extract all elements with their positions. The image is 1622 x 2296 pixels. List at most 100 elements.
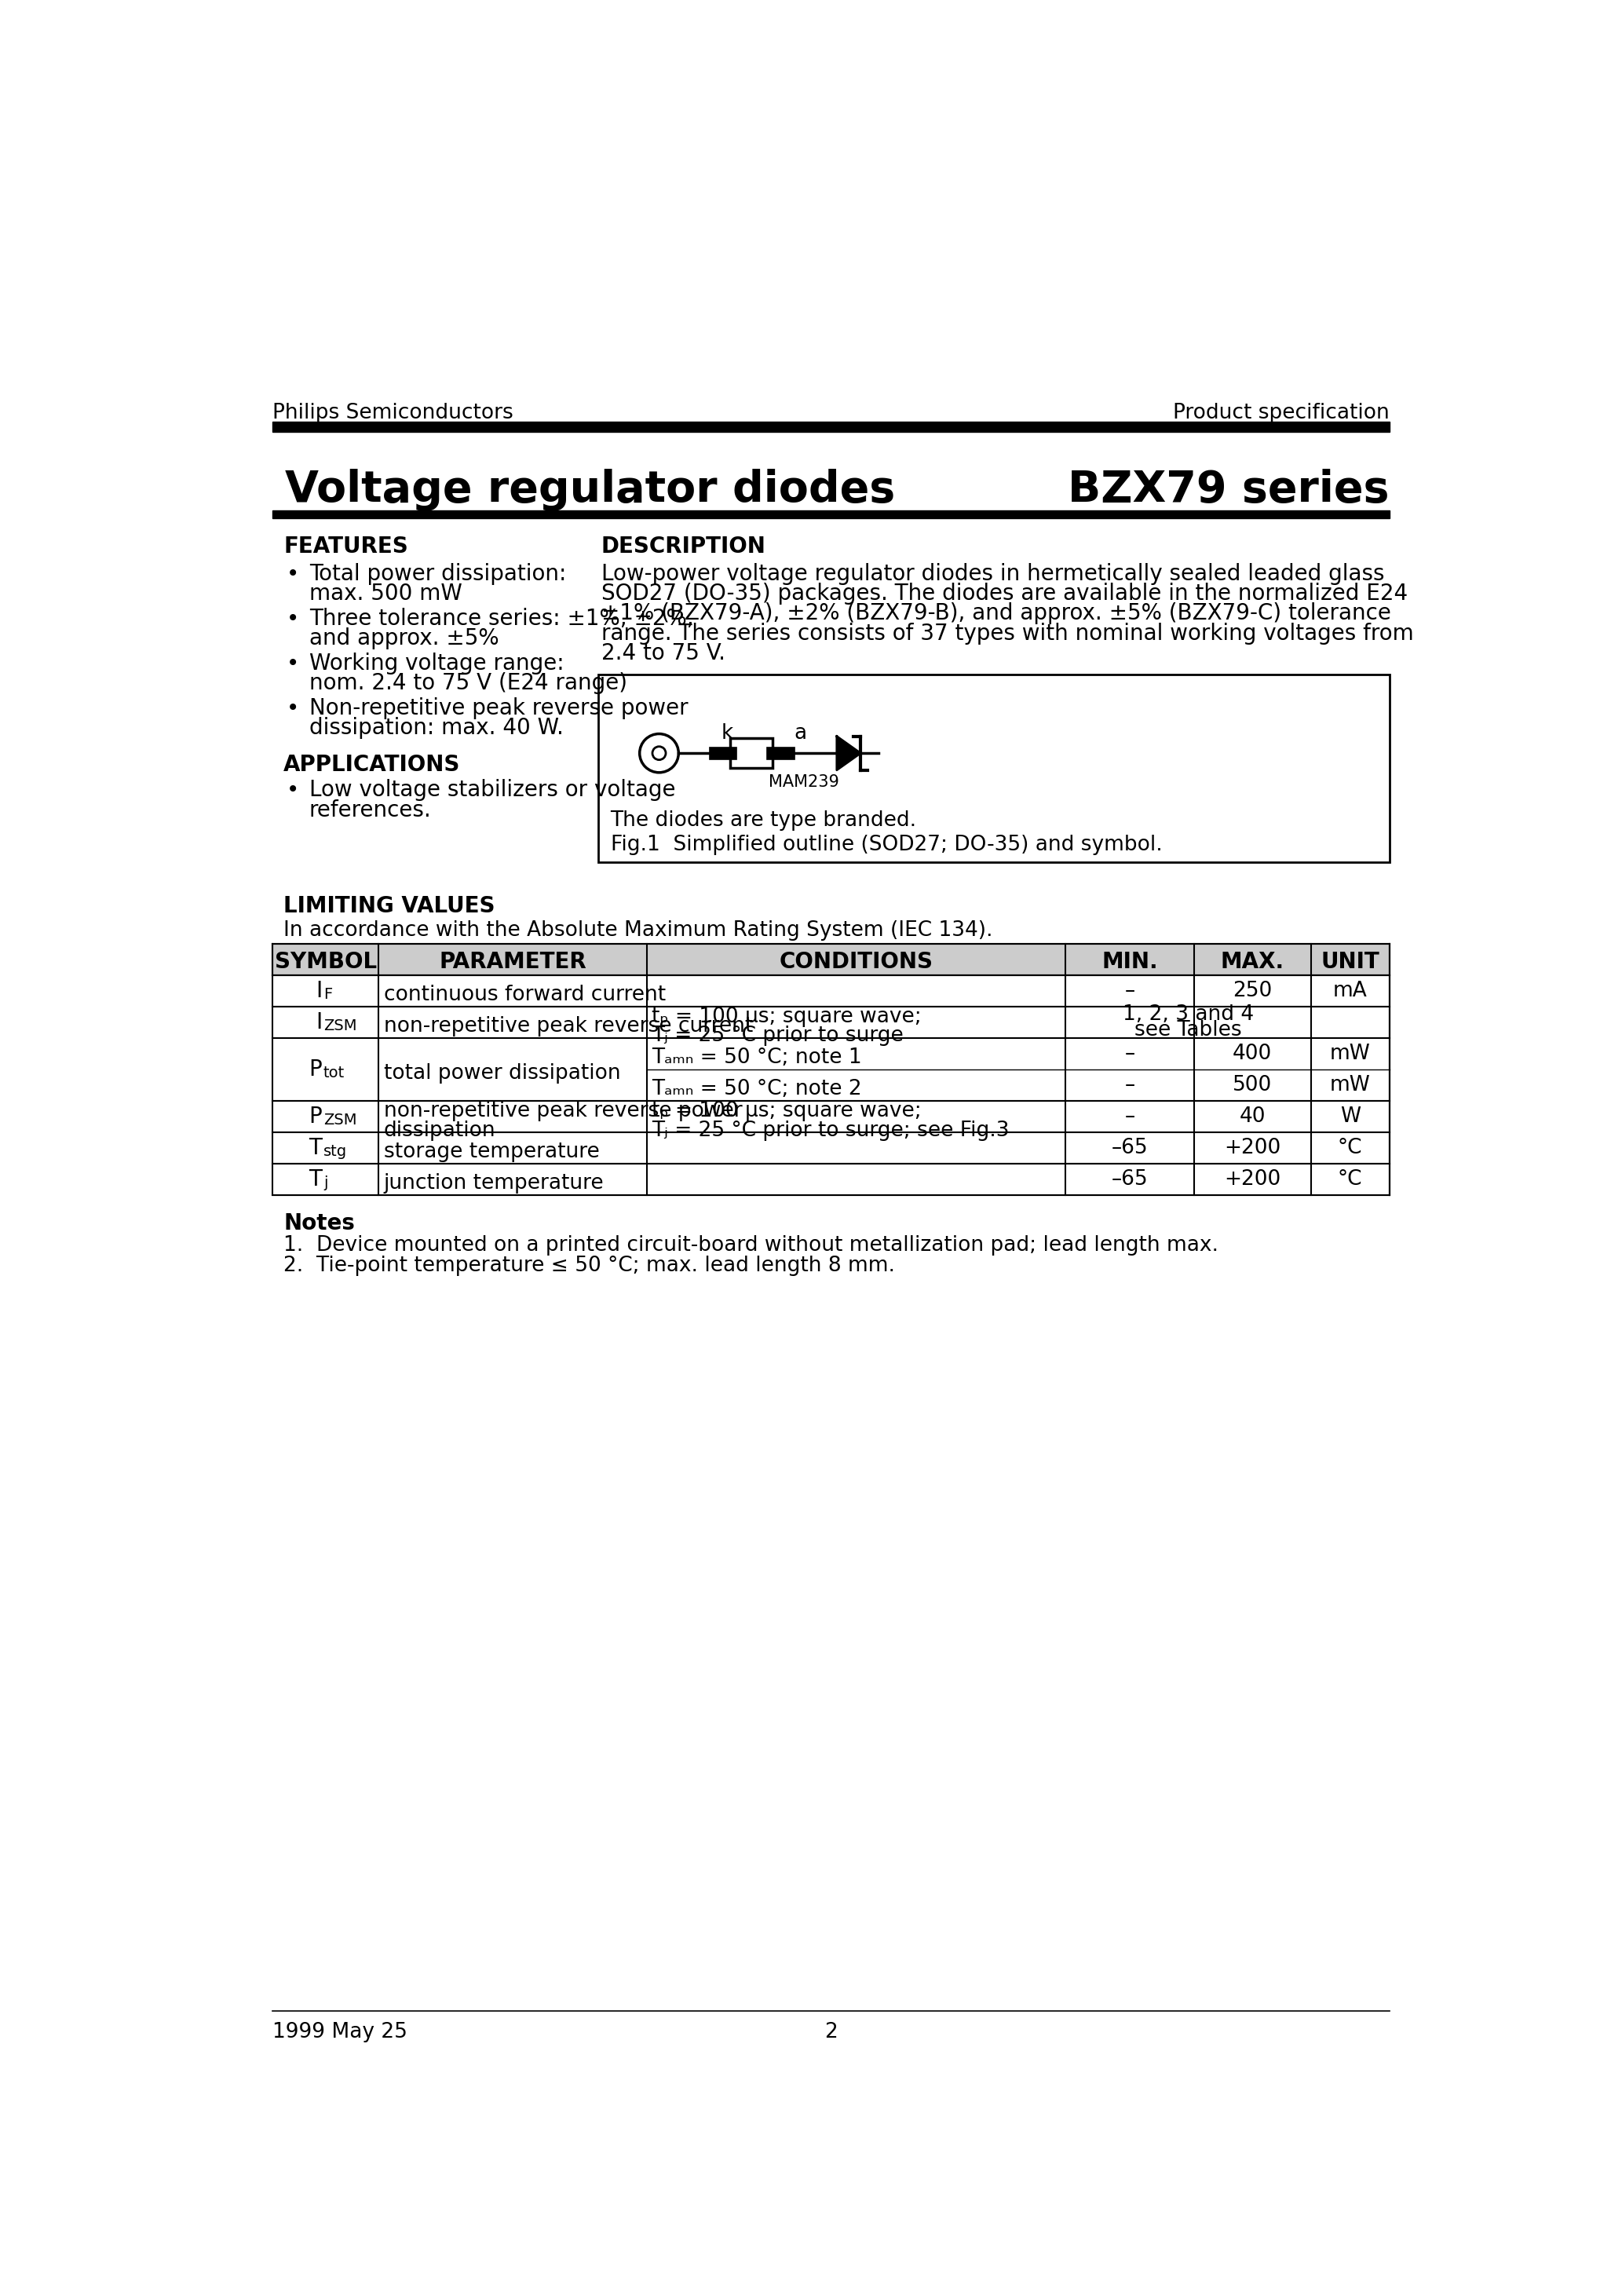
Text: P: P: [308, 1107, 323, 1127]
Bar: [272, 1038, 1388, 1100]
Text: °C: °C: [1338, 1139, 1362, 1157]
Text: k: k: [722, 723, 733, 744]
Bar: [272, 1006, 1388, 1038]
Text: storage temperature: storage temperature: [384, 1141, 600, 1162]
Text: +200: +200: [1225, 1139, 1281, 1157]
Text: MIN.: MIN.: [1101, 951, 1158, 974]
Text: max. 500 mW: max. 500 mW: [310, 583, 462, 604]
Text: T: T: [308, 1137, 323, 1159]
Text: •: •: [287, 608, 300, 629]
Text: SYMBOL: SYMBOL: [274, 951, 376, 974]
Text: I: I: [316, 1010, 323, 1033]
Text: 2: 2: [824, 2023, 837, 2041]
Text: ZSM: ZSM: [323, 1019, 357, 1033]
Text: stg: stg: [323, 1143, 347, 1159]
Text: Total power dissipation:: Total power dissipation:: [310, 563, 566, 585]
Text: LIMITING VALUES: LIMITING VALUES: [284, 895, 495, 916]
Text: mW: mW: [1330, 1075, 1371, 1095]
Text: Non-repetitive peak reverse power: Non-repetitive peak reverse power: [310, 698, 688, 719]
Text: MAX.: MAX.: [1221, 951, 1285, 974]
Text: mW: mW: [1330, 1042, 1371, 1063]
Text: Tⱼ = 25 °C prior to surge; see Fig.3: Tⱼ = 25 °C prior to surge; see Fig.3: [652, 1120, 1009, 1141]
Text: –: –: [1124, 980, 1135, 1001]
Text: –: –: [1124, 1107, 1135, 1127]
Text: FEATURES: FEATURES: [284, 535, 409, 558]
Text: F: F: [323, 987, 333, 1001]
Text: +200: +200: [1225, 1169, 1281, 1189]
Text: mA: mA: [1333, 980, 1367, 1001]
Text: see Tables: see Tables: [1135, 1019, 1242, 1040]
Text: –65: –65: [1111, 1139, 1148, 1157]
Bar: [272, 1132, 1388, 1164]
Text: 400: 400: [1233, 1042, 1272, 1063]
Text: Notes: Notes: [284, 1212, 355, 1233]
Text: I: I: [316, 980, 323, 1001]
Text: tₚ = 100 μs; square wave;: tₚ = 100 μs; square wave;: [652, 1006, 921, 1026]
Bar: [272, 422, 1388, 432]
Bar: [272, 510, 1388, 519]
Text: Low voltage stabilizers or voltage: Low voltage stabilizers or voltage: [310, 778, 675, 801]
Text: references.: references.: [310, 799, 431, 822]
Text: •: •: [287, 563, 300, 585]
Text: total power dissipation: total power dissipation: [384, 1063, 621, 1084]
Text: Product specification: Product specification: [1173, 402, 1388, 422]
Text: In accordance with the Absolute Maximum Rating System (IEC 134).: In accordance with the Absolute Maximum …: [284, 921, 993, 941]
Text: 1.  Device mounted on a printed circuit-board without metallization pad; lead le: 1. Device mounted on a printed circuit-b…: [284, 1235, 1218, 1256]
Text: 1, 2, 3 and 4: 1, 2, 3 and 4: [1122, 1003, 1254, 1024]
Text: •: •: [287, 698, 300, 719]
Text: 2.4 to 75 V.: 2.4 to 75 V.: [602, 643, 725, 664]
Text: tₚ = 100 μs; square wave;: tₚ = 100 μs; square wave;: [652, 1100, 921, 1120]
Text: Working voltage range:: Working voltage range:: [310, 652, 564, 675]
Text: P: P: [308, 1058, 323, 1081]
Text: continuous forward current: continuous forward current: [384, 985, 665, 1006]
Text: Tₐₘₙ = 50 °C; note 1: Tₐₘₙ = 50 °C; note 1: [652, 1047, 861, 1068]
Bar: [1194, 1008, 1195, 1038]
Bar: [272, 944, 1388, 976]
Text: Philips Semiconductors: Philips Semiconductors: [272, 402, 514, 422]
Bar: [272, 976, 1388, 1006]
Text: 2.  Tie-point temperature ≤ 50 °C; max. lead length 8 mm.: 2. Tie-point temperature ≤ 50 °C; max. l…: [284, 1256, 895, 1277]
Polygon shape: [837, 737, 861, 769]
Text: and approx. ±5%: and approx. ±5%: [310, 627, 500, 650]
Text: Three tolerance series: ±1%, ±2%,: Three tolerance series: ±1%, ±2%,: [310, 608, 694, 629]
Bar: [272, 1100, 1388, 1132]
Bar: [272, 1164, 1388, 1196]
Text: PARAMETER: PARAMETER: [440, 951, 587, 974]
Text: tot: tot: [323, 1065, 345, 1081]
Text: dissipation: max. 40 W.: dissipation: max. 40 W.: [310, 716, 563, 739]
Text: W: W: [1340, 1107, 1361, 1127]
Text: ZSM: ZSM: [323, 1114, 357, 1127]
Text: °C: °C: [1338, 1169, 1362, 1189]
Text: a: a: [795, 723, 806, 744]
Text: non-repetitive peak reverse current: non-repetitive peak reverse current: [384, 1017, 753, 1035]
Text: The diodes are type branded.: The diodes are type branded.: [610, 810, 916, 831]
Text: UNIT: UNIT: [1320, 951, 1379, 974]
Text: ±1% (BZX79-A), ±2% (BZX79-B), and approx. ±5% (BZX79-C) tolerance: ±1% (BZX79-A), ±2% (BZX79-B), and approx…: [602, 602, 1392, 625]
Text: Voltage regulator diodes: Voltage regulator diodes: [285, 468, 895, 512]
Text: APPLICATIONS: APPLICATIONS: [284, 753, 461, 776]
Text: 1999 May 25: 1999 May 25: [272, 2023, 407, 2041]
Text: nom. 2.4 to 75 V (E24 range): nom. 2.4 to 75 V (E24 range): [310, 673, 628, 693]
Text: T: T: [308, 1169, 323, 1189]
Text: j: j: [323, 1176, 328, 1192]
Text: –: –: [1124, 1075, 1135, 1095]
Text: Fig.1  Simplified outline (SOD27; DO-35) and symbol.: Fig.1 Simplified outline (SOD27; DO-35) …: [610, 836, 1161, 854]
Text: non-repetitive peak reverse power: non-repetitive peak reverse power: [384, 1100, 743, 1120]
Text: •: •: [287, 652, 300, 675]
Text: 40: 40: [1239, 1107, 1265, 1127]
Text: 500: 500: [1233, 1075, 1272, 1095]
Text: BZX79 series: BZX79 series: [1067, 468, 1388, 512]
Text: –65: –65: [1111, 1169, 1148, 1189]
Text: MAM239: MAM239: [769, 774, 839, 790]
Text: •: •: [287, 778, 300, 801]
Text: Low-power voltage regulator diodes in hermetically sealed leaded glass: Low-power voltage regulator diodes in he…: [602, 563, 1385, 585]
Text: Tⱼ = 25 °C prior to surge: Tⱼ = 25 °C prior to surge: [652, 1026, 903, 1047]
Bar: [730, 737, 772, 769]
Text: dissipation: dissipation: [384, 1120, 496, 1141]
Text: CONDITIONS: CONDITIONS: [779, 951, 933, 974]
Text: SOD27 (DO-35) packages. The diodes are available in the normalized E24: SOD27 (DO-35) packages. The diodes are a…: [602, 583, 1408, 604]
Text: Tₐₘₙ = 50 °C; note 2: Tₐₘₙ = 50 °C; note 2: [652, 1079, 861, 1100]
Bar: [599, 675, 1388, 861]
Text: range. The series consists of 37 types with nominal working voltages from: range. The series consists of 37 types w…: [602, 622, 1414, 645]
Text: junction temperature: junction temperature: [384, 1173, 603, 1194]
